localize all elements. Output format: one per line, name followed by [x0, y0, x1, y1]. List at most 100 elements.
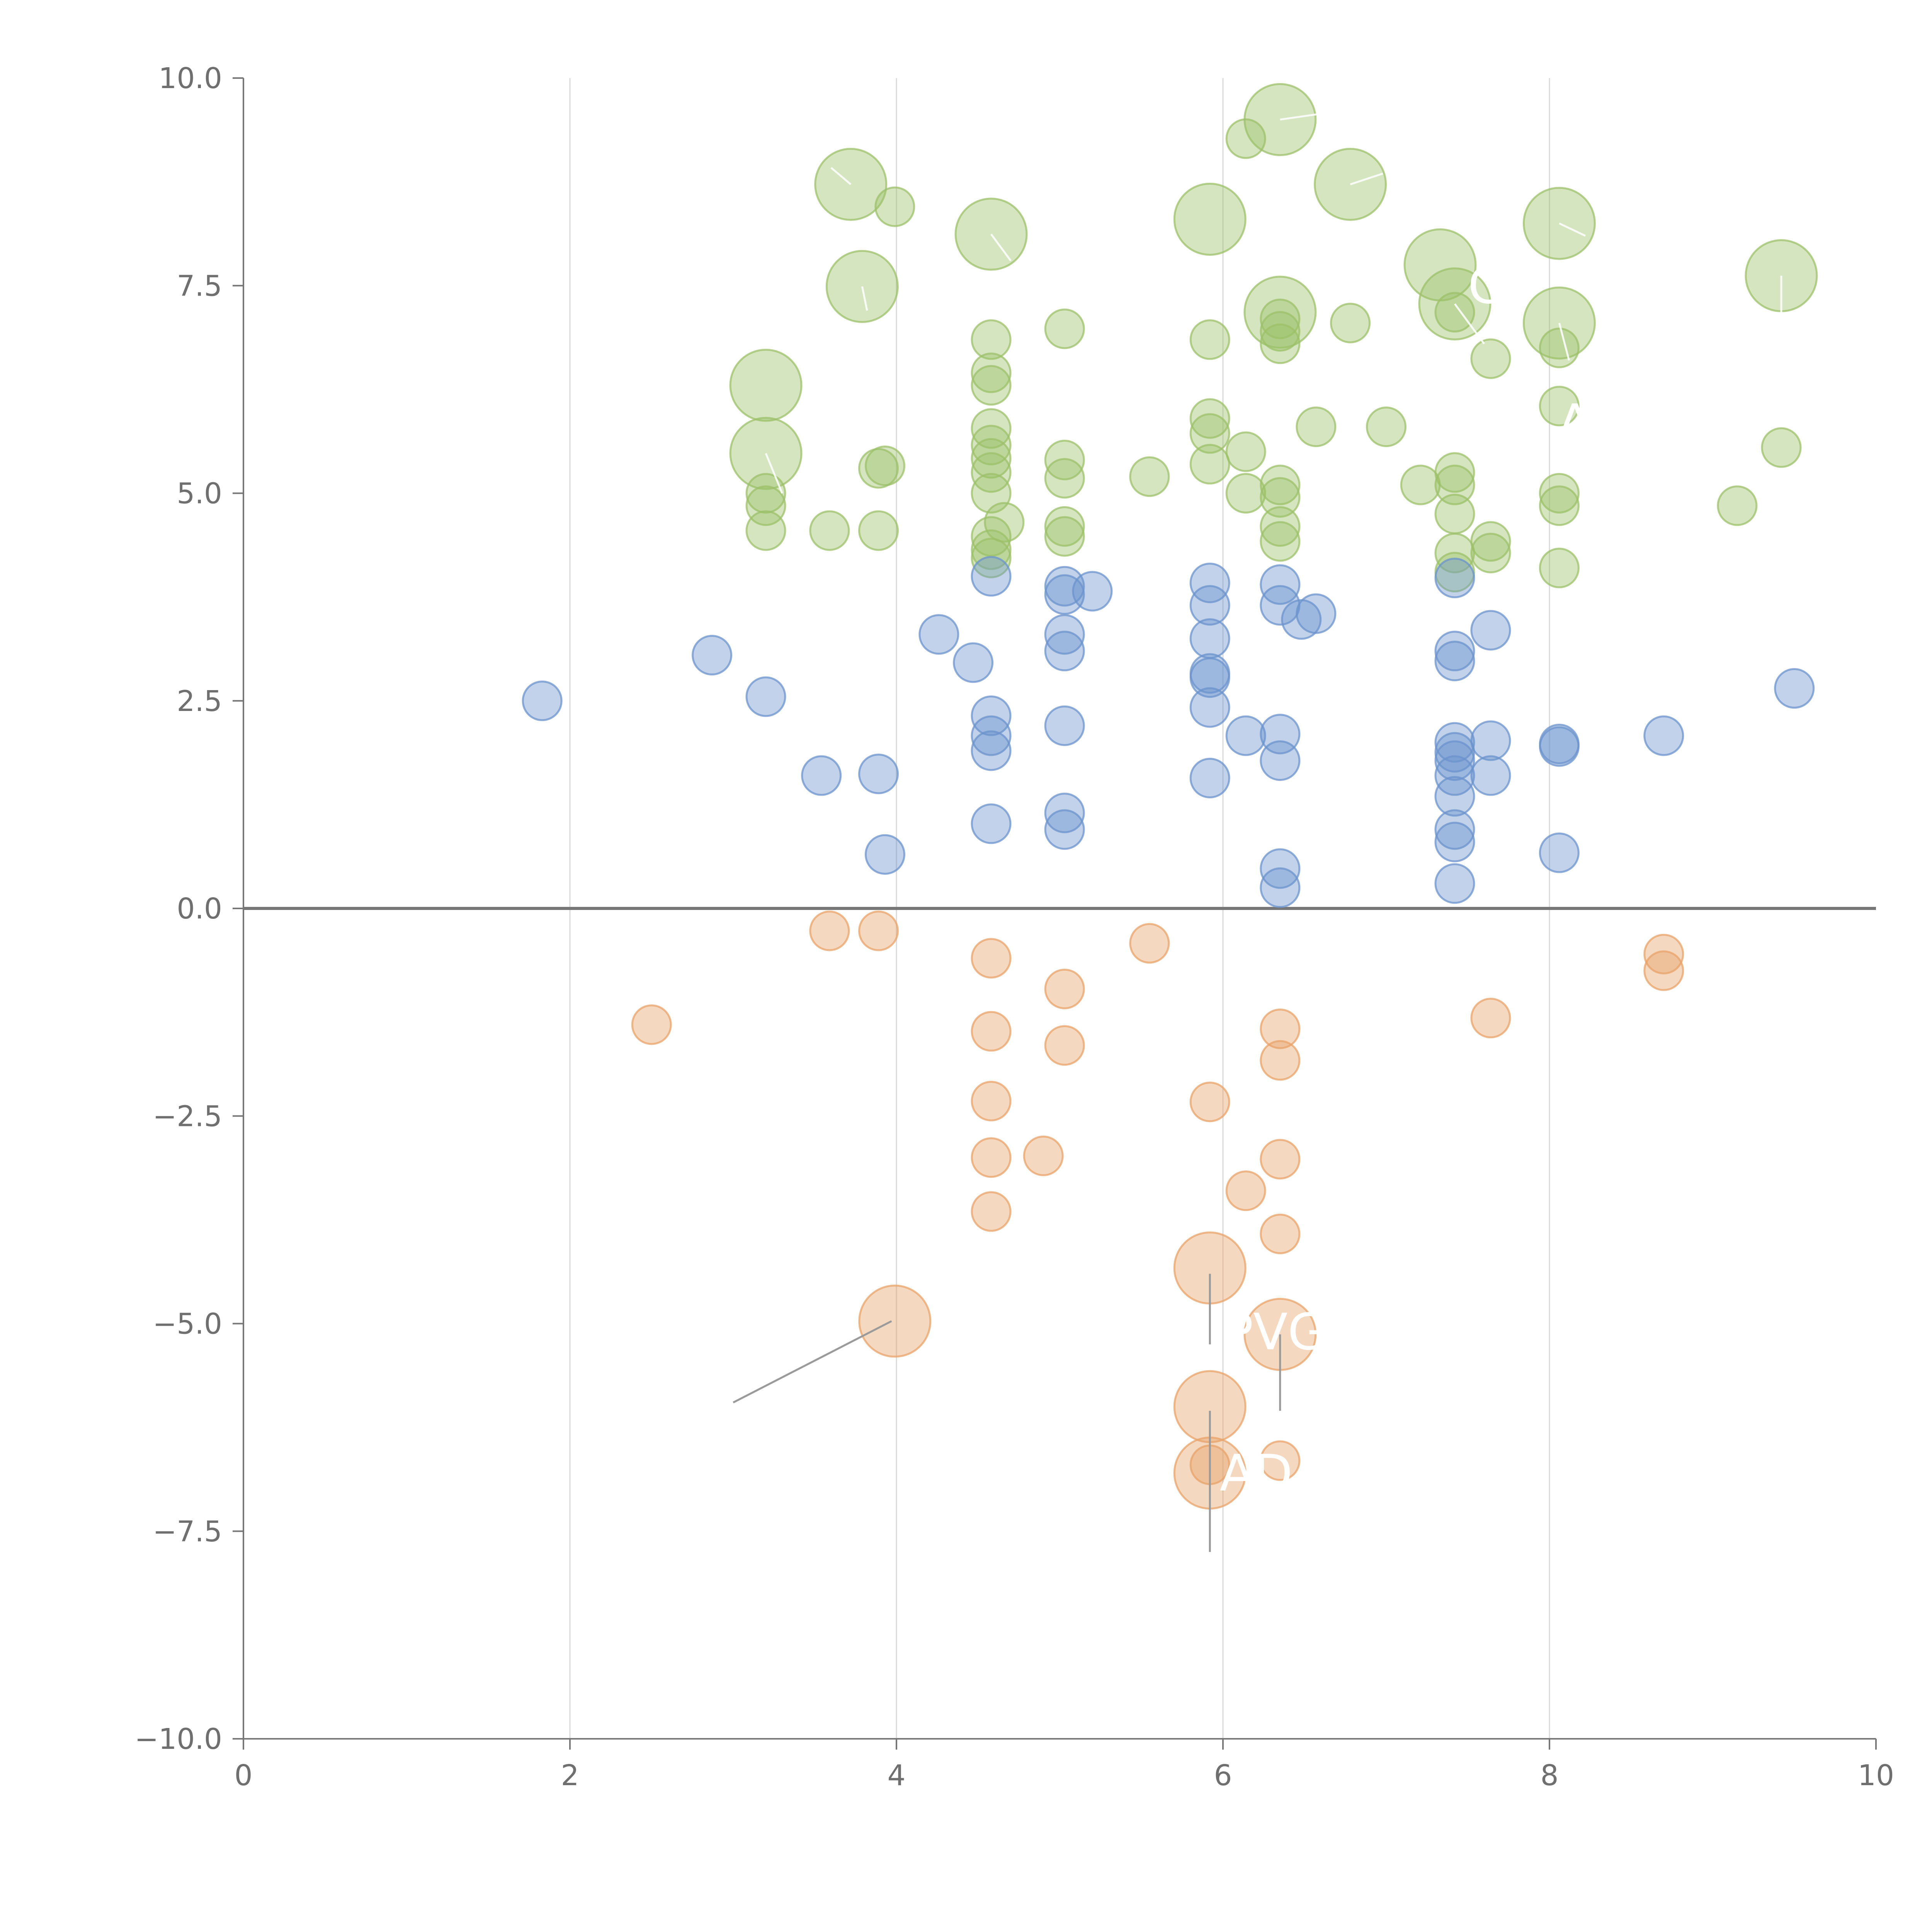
y-tick-label: 2.5	[177, 685, 222, 718]
bubble-high	[1260, 506, 1301, 547]
bubble-neg	[1260, 1213, 1301, 1254]
bubble-mid	[1470, 755, 1511, 796]
bubble-high	[1225, 431, 1266, 472]
label-layer: C A PVG ADA	[1220, 256, 1592, 1502]
annotation-label: A	[1558, 393, 1592, 452]
bubble-mid	[1044, 631, 1085, 672]
bubble-mid	[1470, 720, 1511, 761]
bubble-high	[1260, 298, 1301, 339]
y-tick-label: 10.0	[158, 62, 222, 95]
y-tick-label: 5.0	[177, 477, 222, 510]
y-tick-label: 7.5	[177, 269, 222, 303]
bubble-neg	[858, 1284, 932, 1358]
bubble-high	[745, 510, 786, 551]
bubble-mid	[801, 755, 842, 796]
bubble-mid	[858, 753, 899, 794]
bubble-high	[1189, 444, 1230, 485]
leader-layer	[733, 112, 1782, 1552]
annotation-leader	[1280, 112, 1321, 121]
bubble-high	[1173, 182, 1247, 256]
bubble-neg	[1129, 923, 1170, 964]
bubble-neg	[1225, 1170, 1266, 1211]
bubble-high	[971, 452, 1012, 493]
bubble-mid	[522, 680, 563, 721]
bubble-high	[1260, 521, 1301, 562]
bubble-high	[1260, 477, 1301, 518]
bubble-neg	[1044, 1025, 1085, 1066]
bubble-neg	[1260, 1040, 1301, 1081]
annotation-leader	[1454, 303, 1485, 345]
bubble-high	[1225, 118, 1266, 159]
bubble-high	[864, 446, 905, 486]
bubble-mid	[1774, 668, 1815, 709]
bubble-neg	[1260, 1009, 1301, 1049]
x-tick-label: 4	[887, 1759, 905, 1792]
y-tick-label: −5.0	[153, 1308, 222, 1341]
bubble-high	[1539, 485, 1580, 526]
bubble-mid	[1189, 657, 1230, 698]
bubble-mid	[1434, 558, 1475, 599]
bubble-mid	[1434, 641, 1475, 682]
bubble-mid	[971, 803, 1012, 844]
bubble-neg	[858, 910, 899, 951]
bubble-high	[1539, 386, 1580, 427]
bubble-high	[1189, 413, 1230, 454]
bubble-high	[809, 510, 850, 551]
bubble-neg	[971, 1191, 1012, 1232]
bubble-layer	[522, 83, 1818, 1510]
bubble-high	[984, 502, 1025, 543]
bubble-high	[1539, 548, 1580, 588]
annotation-leader	[1559, 222, 1586, 237]
bubble-high	[1129, 456, 1170, 497]
bubble-high	[745, 485, 786, 526]
bubble-mid	[953, 642, 994, 683]
x-tick-label: 2	[561, 1759, 579, 1792]
bubble-high	[971, 438, 1012, 479]
bubble-mid	[1434, 821, 1475, 862]
bubble-high	[1470, 521, 1511, 562]
annotation-leader	[861, 286, 868, 311]
bubble-high	[1314, 148, 1387, 221]
bubble-mid	[1189, 563, 1230, 604]
bubble-neg	[1189, 1082, 1230, 1122]
bubble-neg	[1470, 998, 1511, 1039]
x-tick-label: 8	[1540, 1759, 1558, 1792]
bubble-mid	[1189, 758, 1230, 799]
bubble-mid	[1072, 571, 1113, 612]
y-tick-label: −10.0	[134, 1723, 222, 1756]
x-tick-label: 6	[1214, 1759, 1232, 1792]
bubble-mid	[1539, 726, 1580, 767]
bubble-mid	[1434, 755, 1475, 796]
annotation-leader	[1558, 323, 1570, 361]
bubble-high	[1434, 292, 1475, 333]
bubble-mid	[1260, 740, 1301, 781]
bubble-high	[1434, 493, 1475, 534]
x-tick-label: 10	[1858, 1759, 1894, 1792]
bubble-neg	[1643, 950, 1684, 991]
bubble-mid	[1189, 585, 1230, 626]
bubble-high	[1434, 464, 1475, 505]
bubble-high	[1539, 473, 1580, 514]
bubble-neg	[971, 938, 1012, 979]
bubble-high	[1044, 506, 1085, 547]
annotation-leader	[733, 1320, 892, 1403]
bubble-mid	[1189, 618, 1230, 659]
annotation-leader	[765, 453, 783, 494]
bubble-high	[1260, 311, 1301, 352]
bubble-high	[745, 473, 786, 514]
bubble-mid	[971, 730, 1012, 771]
bubble-high	[729, 349, 803, 422]
bubble-mid	[971, 715, 1012, 756]
bubble-neg	[809, 910, 850, 951]
bubble-mid	[1044, 809, 1085, 850]
bubble-high	[1044, 440, 1085, 481]
annotation-leader	[990, 233, 1012, 262]
bubble-mid	[745, 676, 786, 717]
y-tick-label: 0.0	[177, 892, 222, 925]
bubble-mid	[1643, 715, 1684, 756]
bubble-neg	[1260, 1139, 1301, 1180]
bubble-high	[1044, 458, 1085, 499]
bubble-neg	[971, 1011, 1012, 1052]
bubble-high	[874, 186, 915, 227]
bubble-high	[971, 352, 1012, 393]
